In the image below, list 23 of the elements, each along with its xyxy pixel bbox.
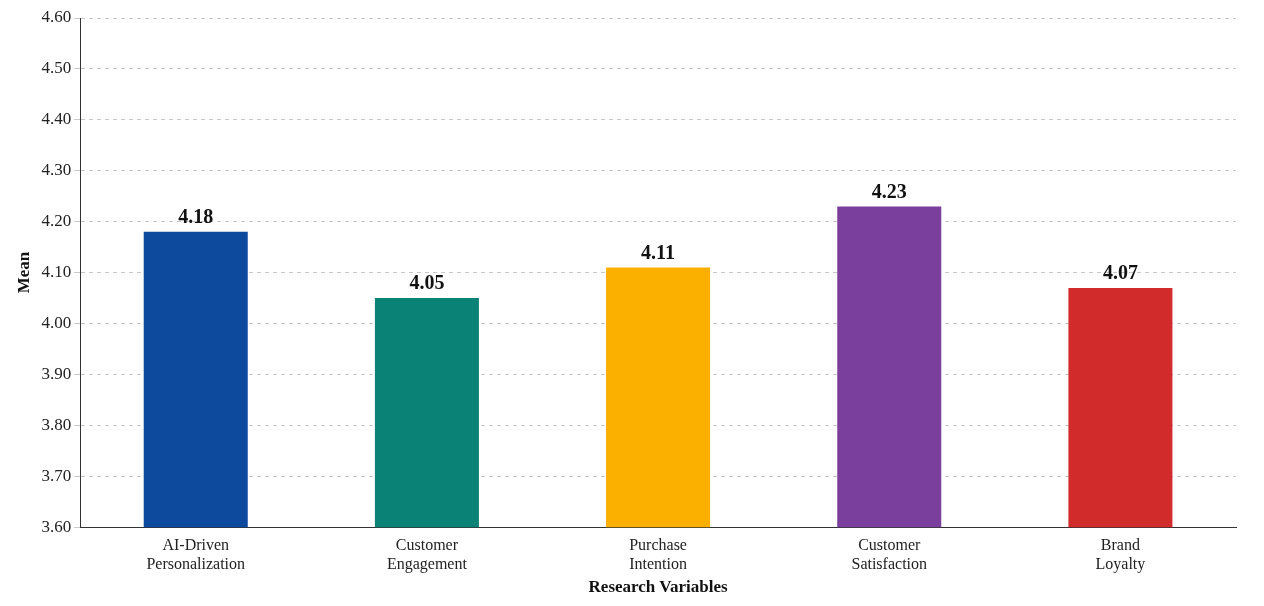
x-tick-label: Customer Engagement	[386, 536, 468, 574]
y-tick-label: 4.40	[41, 109, 72, 129]
y-tick-label: 3.80	[41, 414, 72, 434]
y-tick-label: 4.60	[41, 7, 72, 27]
x-tick-label: AI-Driven Personalization	[146, 536, 246, 573]
y-tick-label: 4.20	[41, 211, 72, 231]
y-tick-label: 4.30	[41, 160, 72, 180]
x-tick-label: Brand Loyalty	[1095, 536, 1146, 574]
data-label: 4.05	[409, 271, 445, 294]
data-label: 4.23	[871, 179, 907, 202]
data-label: 4.11	[641, 240, 676, 263]
y-tick-label: 3.90	[41, 363, 72, 383]
y-tick-label: 4.00	[41, 312, 72, 332]
y-tick-label: 3.70	[41, 465, 72, 485]
y-tick-label: 3.60	[41, 516, 72, 536]
y-tick-label: 4.10	[41, 262, 72, 282]
y-tick-label: 4.50	[41, 58, 72, 78]
data-label: 4.18	[178, 205, 214, 228]
y-axis-title: Mean	[13, 251, 33, 294]
data-label: 4.07	[1102, 261, 1138, 284]
x-tick-label: Customer Satisfaction	[851, 536, 928, 573]
x-tick-label: Purchase Intention	[629, 536, 687, 573]
x-axis-title: Research Variables	[588, 577, 728, 597]
